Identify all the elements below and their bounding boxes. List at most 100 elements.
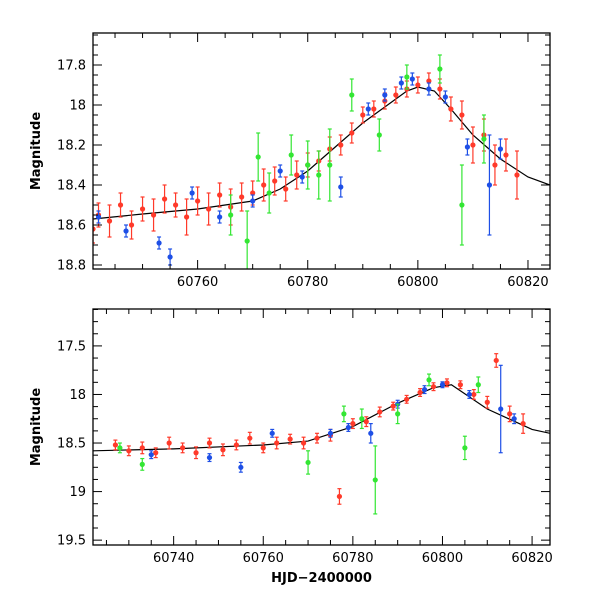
data-point bbox=[336, 493, 343, 500]
data-point bbox=[239, 194, 245, 200]
data-point bbox=[338, 184, 344, 190]
data-point bbox=[184, 214, 190, 220]
data-point bbox=[448, 106, 454, 112]
data-point bbox=[484, 399, 490, 405]
data-point bbox=[172, 202, 179, 208]
data-point bbox=[288, 152, 294, 158]
data-point bbox=[430, 384, 437, 390]
data-point bbox=[466, 391, 472, 398]
data-point bbox=[250, 198, 256, 204]
data-point bbox=[233, 442, 239, 448]
data-point bbox=[128, 222, 135, 228]
panel-top-frame bbox=[92, 32, 551, 270]
data-point bbox=[437, 66, 443, 72]
data-point bbox=[287, 436, 293, 442]
data-series-2 bbox=[117, 373, 481, 515]
data-point bbox=[457, 382, 463, 388]
data-point bbox=[481, 136, 487, 142]
data-point bbox=[217, 192, 223, 198]
data-point bbox=[299, 174, 305, 180]
data-point bbox=[153, 450, 159, 456]
data-point bbox=[228, 212, 234, 218]
data-point bbox=[459, 112, 465, 118]
data-point bbox=[514, 172, 520, 178]
data-point bbox=[437, 86, 443, 92]
x-tick-label: 60820 bbox=[507, 275, 548, 290]
data-point bbox=[123, 228, 129, 234]
data-point bbox=[365, 106, 371, 112]
data-point bbox=[274, 440, 280, 446]
data-point bbox=[415, 82, 421, 88]
data-point bbox=[316, 172, 322, 178]
data-point bbox=[247, 435, 253, 441]
data-point bbox=[217, 214, 223, 220]
panel-top-plot-area bbox=[93, 54, 550, 269]
y-tick-label: 17.5 bbox=[57, 339, 86, 354]
data-point bbox=[206, 206, 212, 212]
data-point bbox=[398, 80, 404, 86]
data-series-2 bbox=[228, 54, 487, 269]
data-point bbox=[359, 416, 365, 422]
data-point bbox=[305, 459, 311, 466]
data-point bbox=[294, 172, 300, 178]
y-tick-label: 18.6 bbox=[57, 219, 86, 234]
y-tick-label: 17.8 bbox=[57, 59, 86, 74]
data-point bbox=[269, 430, 275, 436]
data-point bbox=[390, 403, 396, 409]
panel-bottom-plot-area bbox=[93, 353, 550, 515]
data-point bbox=[493, 357, 499, 364]
data-point bbox=[139, 461, 145, 467]
data-point bbox=[260, 445, 266, 451]
data-point bbox=[283, 186, 289, 192]
data-point bbox=[338, 142, 344, 148]
data-point bbox=[404, 74, 410, 80]
data-point bbox=[272, 178, 278, 184]
data-point bbox=[180, 445, 186, 451]
data-point bbox=[161, 196, 168, 202]
panel-bottom-y-axis-label: Magnitude bbox=[29, 388, 44, 467]
x-tick-label: 60800 bbox=[422, 551, 463, 566]
data-point bbox=[503, 152, 509, 158]
data-point bbox=[426, 86, 432, 92]
y-tick-label: 18.4 bbox=[57, 179, 86, 194]
data-point bbox=[139, 445, 145, 451]
panel-top-ticks bbox=[93, 33, 550, 269]
data-point bbox=[349, 92, 355, 98]
data-point bbox=[462, 445, 468, 451]
data-point bbox=[327, 162, 333, 168]
data-point bbox=[305, 162, 311, 168]
data-point bbox=[106, 218, 113, 224]
data-point bbox=[117, 202, 124, 208]
data-point bbox=[426, 377, 432, 383]
data-point bbox=[409, 76, 415, 82]
data-point bbox=[363, 419, 369, 425]
data-point bbox=[372, 477, 378, 483]
data-point bbox=[393, 92, 399, 98]
data-point bbox=[349, 130, 355, 136]
data-point bbox=[368, 430, 374, 436]
model-curve bbox=[93, 384, 550, 452]
data-point bbox=[444, 380, 450, 386]
data-point bbox=[255, 154, 261, 160]
data-point bbox=[421, 387, 428, 393]
data-point bbox=[193, 450, 199, 456]
data-point bbox=[167, 254, 173, 260]
y-tick-label: 18 bbox=[69, 99, 86, 114]
data-point bbox=[382, 92, 388, 98]
data-point bbox=[404, 396, 410, 402]
data-point bbox=[189, 190, 195, 196]
panel-bottom-frame bbox=[92, 308, 551, 546]
model-curve bbox=[93, 86, 550, 220]
data-point bbox=[471, 391, 477, 398]
data-point bbox=[206, 454, 213, 461]
data-point bbox=[206, 440, 213, 446]
panel-top: 60760 60780 60800 60820 17.8 18 18.2 18.4 18.6 18… bbox=[29, 32, 551, 290]
data-point bbox=[360, 112, 366, 118]
panel-bottom-x-axis-label: HJD−2400000 bbox=[271, 571, 372, 586]
y-tick-label: 18.8 bbox=[57, 259, 86, 274]
data-point bbox=[520, 421, 526, 427]
x-tick-label: 60740 bbox=[153, 551, 194, 566]
data-series-1 bbox=[148, 364, 517, 473]
data-point bbox=[250, 190, 256, 196]
data-point bbox=[377, 409, 383, 415]
